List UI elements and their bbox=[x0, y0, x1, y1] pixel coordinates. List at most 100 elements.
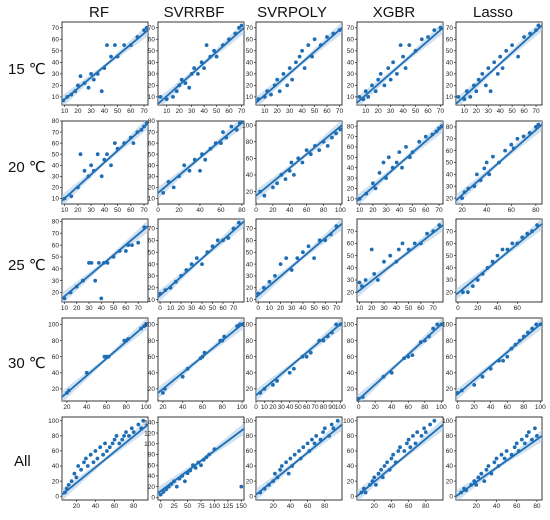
data-point bbox=[120, 437, 125, 442]
data-point bbox=[284, 256, 289, 260]
y-tick-label: 20 bbox=[446, 83, 454, 90]
y-tick-label: 60 bbox=[148, 354, 156, 361]
data-point bbox=[220, 338, 225, 343]
x-tick-label: 10 bbox=[461, 108, 469, 115]
data-point bbox=[478, 178, 483, 183]
data-point bbox=[285, 83, 290, 88]
data-point bbox=[484, 467, 489, 472]
data-point bbox=[141, 418, 146, 423]
data-point bbox=[97, 261, 101, 265]
data-point bbox=[284, 460, 288, 465]
y-tick-label: 10 bbox=[246, 297, 254, 304]
data-point bbox=[192, 157, 197, 162]
y-tick-label: 40 bbox=[246, 60, 254, 67]
data-point bbox=[317, 238, 322, 243]
panel-rf-30: 20 40 60 80 100 20 40 60 80 100 bbox=[48, 317, 152, 411]
x-tick-label: 30 bbox=[87, 207, 95, 214]
data-point bbox=[202, 350, 207, 355]
x-tick-label: 10 bbox=[261, 404, 269, 411]
data-point bbox=[521, 334, 526, 339]
y-tick-label: 30 bbox=[148, 71, 156, 78]
data-point bbox=[93, 278, 98, 283]
data-point bbox=[189, 262, 194, 266]
x-tick-label: 40 bbox=[287, 503, 295, 510]
data-point bbox=[535, 434, 539, 438]
y-tick-label: 70 bbox=[446, 25, 454, 32]
y-tick-label: 70 bbox=[148, 226, 156, 233]
data-point bbox=[498, 54, 503, 59]
data-point bbox=[423, 134, 428, 139]
data-point bbox=[496, 464, 501, 468]
data-point bbox=[172, 479, 177, 484]
x-tick-label: 20 bbox=[73, 503, 81, 510]
data-point bbox=[329, 422, 334, 427]
y-tick-label: 30 bbox=[347, 175, 355, 182]
x-tick-label: 0 bbox=[159, 503, 163, 510]
y-tick-label: 40 bbox=[148, 162, 156, 169]
data-point bbox=[398, 43, 403, 47]
y-tick-label: 20 bbox=[52, 386, 60, 393]
data-point bbox=[265, 89, 270, 94]
data-point bbox=[68, 290, 73, 295]
data-point bbox=[361, 97, 366, 102]
y-tick-label: 20 bbox=[347, 478, 355, 485]
y-tick-label: 0 bbox=[249, 493, 253, 500]
data-point bbox=[419, 241, 423, 246]
x-tick-label: 50 bbox=[409, 207, 417, 214]
regression-line bbox=[158, 121, 244, 194]
y-tick-label: 40 bbox=[52, 266, 60, 273]
data-point bbox=[357, 95, 362, 99]
data-point bbox=[180, 374, 185, 379]
x-tick-label: 10 bbox=[61, 305, 69, 312]
data-point bbox=[490, 259, 495, 264]
data-point bbox=[115, 54, 120, 59]
data-point bbox=[93, 449, 98, 453]
y-tick-label: 40 bbox=[446, 265, 454, 272]
data-point bbox=[262, 486, 267, 491]
x-tick-label: 10 bbox=[266, 305, 274, 312]
regression-line bbox=[62, 29, 148, 103]
data-point bbox=[505, 354, 510, 359]
x-tick-label: 40 bbox=[101, 207, 109, 214]
y-tick-label: 30 bbox=[246, 273, 254, 280]
data-point bbox=[516, 54, 520, 59]
data-point bbox=[296, 156, 301, 161]
data-point bbox=[171, 95, 175, 99]
data-point bbox=[389, 370, 394, 375]
data-point bbox=[422, 426, 426, 431]
x-tick-label: 30 bbox=[380, 305, 388, 312]
data-point bbox=[89, 261, 94, 265]
y-tick-label: 30 bbox=[347, 277, 355, 284]
data-point bbox=[142, 124, 146, 129]
data-point bbox=[509, 142, 514, 147]
data-point bbox=[357, 280, 362, 285]
data-point bbox=[530, 326, 534, 331]
y-tick-label: 30 bbox=[52, 71, 60, 78]
data-point bbox=[401, 54, 405, 59]
data-point bbox=[317, 338, 322, 343]
data-point bbox=[177, 174, 181, 179]
data-point bbox=[369, 247, 374, 252]
y-tick-label: 0 bbox=[350, 493, 354, 500]
data-point bbox=[234, 127, 239, 132]
x-tick-label: 80 bbox=[533, 503, 541, 510]
data-point bbox=[161, 490, 166, 494]
data-point bbox=[161, 191, 166, 195]
x-tick-label: 70 bbox=[311, 404, 319, 411]
data-point bbox=[308, 350, 313, 355]
y-tick-label: 40 bbox=[148, 261, 156, 268]
data-point bbox=[135, 35, 140, 39]
panel-xgbr-25: 10 20 30 40 50 60 70 20 30 40 50 60 70 bbox=[347, 218, 444, 312]
x-tick-label: 30 bbox=[288, 305, 296, 312]
data-point bbox=[174, 484, 179, 489]
data-point bbox=[403, 66, 408, 70]
y-tick-label: 60 bbox=[347, 241, 355, 248]
data-point bbox=[413, 48, 418, 53]
data-point bbox=[139, 426, 144, 431]
x-tick-label: 40 bbox=[393, 305, 401, 312]
data-point bbox=[321, 139, 326, 144]
x-tick-label: 70 bbox=[230, 305, 238, 312]
row-label-30c: 30 ℃ bbox=[8, 355, 46, 372]
